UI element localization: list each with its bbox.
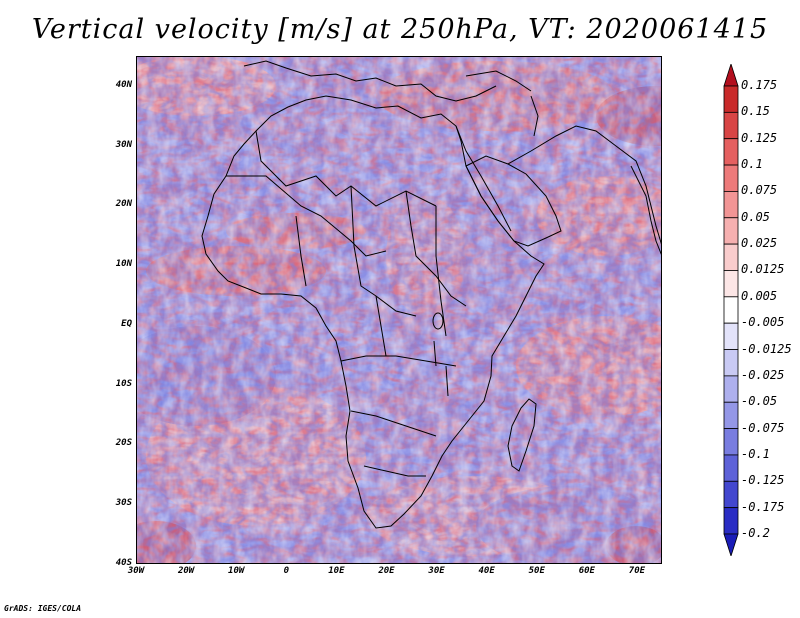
lon-label: 20W [177, 566, 195, 576]
lon-label: 60E [578, 566, 595, 576]
colorbar-level: -0.125 [741, 473, 785, 488]
madagascar-coast [507, 398, 537, 472]
border-line [226, 175, 387, 257]
border-line [350, 185, 417, 317]
lon-label: 20E [378, 566, 395, 576]
lon-label: 70E [628, 566, 646, 576]
border-line [405, 190, 467, 307]
colorbar-level: -0.175 [741, 499, 785, 514]
coastlines [201, 60, 662, 529]
colorbar-level: -0.025 [741, 367, 785, 382]
colorbar-segment [723, 243, 739, 271]
colorbar-segment [723, 375, 739, 403]
lat-label: 20S [115, 438, 132, 449]
colorbar-level: 0.15 [741, 104, 770, 119]
border-line [295, 215, 307, 287]
colorbar-segment [723, 454, 739, 482]
border-line [435, 206, 447, 337]
colorbar-level: 0.075 [741, 183, 778, 198]
colorbar-segment [723, 164, 739, 192]
colorbar-bottom-arrow [723, 533, 739, 556]
colorbar-segment [723, 296, 739, 324]
colorbar-level: -0.0125 [741, 341, 792, 356]
colorbar-level: -0.075 [741, 420, 785, 435]
lat-label: 40S [115, 558, 132, 568]
lon-label: 10W [228, 566, 245, 576]
colorbar-level: -0.05 [741, 394, 778, 409]
lake-malawi [445, 365, 449, 397]
colorbar-segment [723, 191, 739, 219]
lon-label: 30E [428, 566, 445, 576]
lon-label: 50E [528, 566, 545, 576]
colorbar-segment [723, 401, 739, 429]
colorbar-level: -0.005 [741, 315, 785, 330]
lat-label: 10N [115, 259, 132, 270]
border-line [363, 465, 426, 477]
colorbar-level: -0.2 [741, 526, 770, 540]
colorbar-segment [723, 138, 739, 166]
colorbar [723, 64, 739, 556]
colorbar-segment [723, 85, 739, 113]
map-frame [136, 56, 662, 564]
field-texture [136, 56, 662, 564]
lat-label: 40N [115, 79, 132, 90]
lat-label: EQ [121, 318, 132, 329]
colorbar-level: 0.05 [741, 209, 770, 224]
lon-label: 40E [478, 566, 495, 576]
colorbar-segment [723, 480, 739, 509]
border-line [375, 295, 387, 357]
lat-label: 30S [115, 498, 132, 509]
colorbar-level: -0.1 [741, 446, 770, 461]
asia-coast [507, 125, 662, 247]
colorbar-segment [723, 349, 739, 377]
colorbar-top-arrow [723, 64, 739, 87]
lat-label: 20N [115, 199, 132, 210]
vertical-velocity-field [136, 56, 662, 564]
colorbar-level: 0.005 [741, 288, 778, 303]
lake-tanganyika [433, 340, 437, 367]
map-panel [136, 56, 662, 564]
border-line [350, 410, 437, 437]
lon-label: 30W [127, 566, 145, 576]
colorbar-segment [723, 111, 739, 140]
colorbar-segment [723, 428, 739, 456]
colorbar-level: 0.025 [741, 236, 778, 251]
black-sea [465, 70, 532, 92]
red-sea [455, 125, 512, 232]
chart-title: Vertical velocity [m/s] at 250hPa, VT: 2… [31, 14, 769, 45]
colorbar-segment [723, 322, 739, 350]
colorbar-level: 0.125 [741, 130, 778, 145]
grads-credit: GrADS: IGES/COLA [4, 604, 82, 613]
india-coast [630, 165, 662, 257]
lake-victoria [432, 312, 444, 330]
europe-coast [243, 60, 497, 102]
lat-label: 30N [115, 139, 132, 150]
colorbar-level: 0.175 [741, 78, 778, 92]
lon-label: 0 [283, 566, 289, 576]
colorbar-segment [723, 217, 739, 245]
colorbar-segment [723, 270, 739, 298]
lon-label: 10E [328, 566, 345, 576]
colorbar-level: 0.0125 [741, 262, 785, 277]
colorbar-segment [723, 507, 739, 535]
lat-label: 10S [115, 378, 132, 389]
border-line [255, 130, 437, 207]
africa-coast [201, 95, 545, 529]
colorbar-level: 0.1 [741, 157, 763, 172]
caspian-sea [530, 95, 539, 137]
